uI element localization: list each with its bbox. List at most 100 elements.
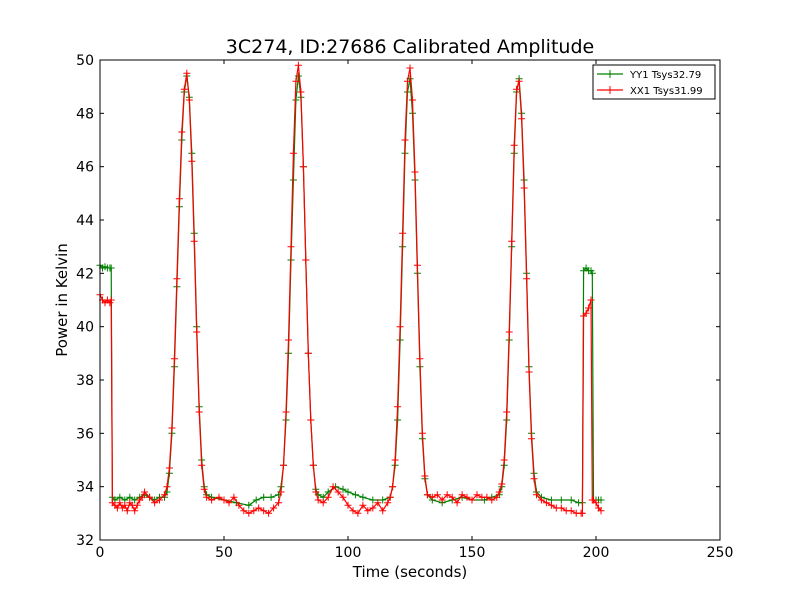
data-point-marker	[230, 493, 238, 501]
data-point-marker	[309, 461, 317, 469]
data-point-marker	[265, 509, 273, 517]
data-point-marker	[557, 496, 565, 504]
x-tick-label: 200	[583, 545, 610, 561]
legend-marker	[606, 86, 614, 94]
data-point-marker	[339, 485, 347, 493]
data-point-marker	[344, 501, 352, 509]
data-point-marker	[156, 496, 163, 504]
data-point-marker	[146, 493, 154, 501]
data-point-marker	[592, 499, 600, 507]
data-point-marker	[215, 493, 223, 501]
data-point-marker	[168, 424, 176, 432]
data-point-marker	[389, 483, 397, 491]
data-point-marker	[270, 504, 278, 512]
data-point-marker	[170, 355, 178, 363]
legend-items: YY1 Tsys32.79 XX1 Tsys31.99	[597, 70, 703, 97]
y-axis-label: Power in Kelvin	[53, 243, 71, 357]
data-point-marker	[533, 491, 540, 499]
data-point-marker	[183, 69, 191, 77]
data-point-marker	[282, 408, 290, 416]
series-layer	[96, 61, 605, 517]
data-point-marker	[498, 480, 506, 488]
data-point-marker	[483, 493, 491, 501]
data-point-marker	[394, 403, 402, 411]
y-tick-label: 34	[76, 480, 94, 496]
data-point-marker	[468, 496, 476, 504]
y-tick-label: 40	[76, 320, 94, 336]
data-point-marker	[493, 493, 501, 501]
data-point-marker	[250, 507, 258, 515]
x-axis-label: Time (seconds)	[352, 563, 468, 581]
data-point-marker	[304, 349, 312, 357]
x-tick-label: 50	[215, 545, 233, 561]
data-point-marker	[438, 496, 446, 504]
data-point-marker	[141, 488, 149, 496]
data-point-marker	[307, 416, 315, 424]
data-point-marker	[280, 461, 287, 469]
data-point-marker	[255, 504, 263, 512]
data-point-marker	[386, 493, 394, 501]
data-point-marker	[225, 499, 233, 507]
data-point-marker	[185, 96, 193, 104]
data-point-marker	[542, 499, 550, 507]
data-point-marker	[344, 488, 352, 496]
chart-title: 3C274, ID:27686 Calibrated Amplitude	[226, 36, 594, 58]
data-point-marker	[151, 499, 159, 507]
data-point-marker	[297, 88, 305, 96]
data-point-marker	[401, 136, 409, 144]
data-point-marker	[433, 491, 441, 499]
data-point-marker	[537, 496, 545, 504]
y-tick-label: 36	[76, 426, 94, 442]
data-point-marker	[180, 85, 188, 93]
data-point-marker	[597, 496, 605, 504]
data-point-marker	[557, 504, 565, 512]
legend-frame	[592, 64, 716, 100]
data-point-marker	[500, 456, 508, 464]
data-point-marker	[289, 176, 297, 184]
data-point-marker	[208, 496, 216, 504]
data-point-marker	[588, 269, 596, 277]
data-point-marker	[163, 483, 171, 491]
y-tick-label: 46	[76, 160, 94, 176]
data-point-marker	[530, 475, 538, 483]
data-point-marker	[374, 499, 382, 507]
data-point-marker	[458, 491, 466, 499]
data-point-marker	[349, 507, 357, 515]
data-point-marker	[411, 168, 419, 176]
data-point-marker	[245, 501, 253, 509]
data-point-marker	[453, 499, 461, 507]
data-point-marker	[198, 461, 206, 469]
series-2	[96, 61, 605, 517]
data-point-marker	[351, 491, 359, 499]
data-point-marker	[314, 496, 322, 504]
data-point-marker	[359, 493, 367, 501]
data-point-marker	[131, 507, 139, 515]
data-point-marker	[582, 309, 590, 317]
data-point-marker	[116, 499, 124, 507]
data-point-marker	[324, 493, 332, 501]
data-point-marker	[515, 77, 523, 85]
data-point-marker	[235, 501, 243, 509]
x-tick-label: 250	[707, 545, 734, 561]
data-point-marker	[418, 429, 426, 437]
data-point-marker	[294, 72, 302, 80]
data-point-marker	[409, 96, 416, 104]
legend-label: YY1 Tsys32.79	[629, 70, 701, 81]
data-point-marker	[188, 157, 196, 165]
data-point-marker	[138, 493, 146, 501]
data-point-marker	[495, 488, 503, 496]
data-point-marker	[339, 493, 347, 501]
x-tick-label: 100	[335, 545, 362, 561]
data-point-marker	[299, 163, 307, 171]
legend-marker	[606, 70, 614, 78]
axis-ticks: 0 50 100 150 200 250 32 34 36 38 40 42 44 46 48 50	[76, 53, 733, 561]
data-point-marker	[292, 77, 300, 85]
data-point-marker	[329, 483, 337, 491]
data-point-marker	[277, 488, 285, 496]
y-tick-label: 44	[76, 213, 94, 229]
data-point-marker	[513, 85, 521, 93]
x-tick-label: 150	[459, 545, 486, 561]
data-point-marker	[585, 304, 593, 312]
data-point-marker	[384, 499, 392, 507]
data-point-marker	[523, 275, 531, 283]
